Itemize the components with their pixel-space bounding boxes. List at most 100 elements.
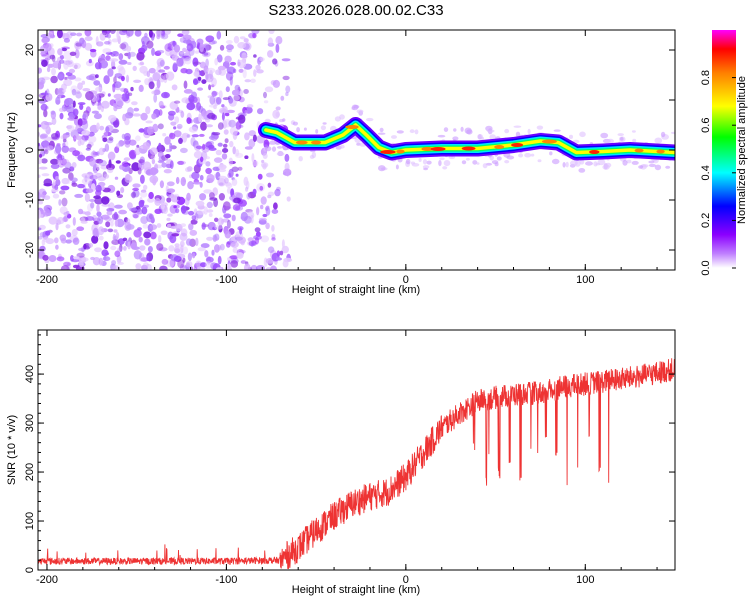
- noise-blob: [200, 156, 204, 163]
- noise-blob: [108, 136, 114, 141]
- noise-blob: [63, 261, 71, 267]
- noise-blob: [152, 72, 161, 82]
- noise-blob: [244, 79, 251, 83]
- noise-blob: [90, 202, 95, 209]
- noise-blob: [217, 65, 226, 71]
- noise-blob: [72, 62, 81, 70]
- noise-blob: [272, 58, 278, 65]
- track-halo-blob: [366, 117, 374, 122]
- track-halo-blob: [395, 164, 399, 170]
- noise-blob: [170, 225, 177, 229]
- noise-blob: [182, 257, 186, 263]
- noise-blob: [107, 39, 112, 46]
- noise-blob: [43, 195, 51, 201]
- noise-blob: [73, 256, 80, 260]
- noise-blob: [173, 255, 182, 262]
- noise-blob: [51, 54, 56, 63]
- colorbar-ticks: 0.0 0.2 0.4 0.6 0.8: [700, 70, 736, 276]
- colorbar-tick-label: 0.0: [700, 260, 712, 275]
- noise-blob: [177, 259, 185, 269]
- noise-blob: [76, 226, 85, 231]
- noise-blob: [56, 217, 65, 225]
- snr-x-tick-label: 0: [403, 574, 409, 586]
- noise-blob: [51, 133, 59, 140]
- noise-blob: [88, 243, 94, 248]
- noise-blob: [166, 188, 176, 193]
- track-halo-blob: [477, 134, 483, 140]
- noise-blob: [106, 210, 113, 216]
- noise-blob: [259, 57, 265, 62]
- noise-blob: [234, 236, 243, 241]
- noise-blob: [148, 81, 155, 90]
- noise-blob: [227, 257, 232, 262]
- noise-blob: [138, 84, 144, 92]
- noise-blob: [91, 110, 99, 114]
- noise-blob: [71, 162, 77, 168]
- noise-blob: [113, 93, 123, 99]
- noise-blob: [144, 78, 150, 86]
- spectrogram-x-tick-label: -200: [36, 274, 58, 286]
- spectrogram-x-tick-label: 100: [576, 274, 594, 286]
- noise-blob: [226, 219, 231, 229]
- colorbar-label: Normalized spectral amplitude: [736, 76, 748, 224]
- noise-blob: [163, 65, 170, 70]
- noise-blob: [138, 62, 145, 66]
- noise-blob: [215, 267, 222, 270]
- noise-blob: [139, 156, 145, 165]
- noise-blob: [263, 100, 269, 104]
- noise-blob: [123, 88, 129, 94]
- noise-blob: [224, 55, 232, 63]
- noise-blob: [195, 145, 203, 150]
- noise-blob: [74, 40, 82, 50]
- noise-blob: [185, 167, 191, 173]
- snr-y-label: SNR (10 * v/v): [6, 415, 18, 485]
- noise-blob: [109, 58, 119, 62]
- noise-blob: [174, 100, 181, 104]
- noise-blob: [214, 225, 223, 230]
- noise-blob: [119, 244, 123, 252]
- noise-blob: [274, 188, 281, 197]
- noise-blob: [59, 112, 64, 120]
- track-halo-blob: [524, 152, 532, 158]
- noise-blob: [259, 185, 264, 191]
- noise-blob: [239, 36, 246, 40]
- noise-blob: [127, 241, 131, 250]
- noise-blob: [169, 132, 176, 140]
- noise-blob: [165, 163, 172, 169]
- track-halo-blob: [271, 146, 277, 152]
- track-halo-blob: [506, 155, 515, 160]
- noise-blob: [107, 33, 111, 39]
- noise-blob: [228, 168, 234, 178]
- noise-blob: [233, 192, 241, 199]
- noise-blob: [66, 231, 72, 238]
- noise-blob: [143, 231, 152, 239]
- noise-blob: [193, 150, 203, 159]
- noise-blob: [52, 179, 57, 187]
- noise-blob: [275, 43, 280, 53]
- noise-blob: [231, 178, 238, 186]
- noise-blob: [151, 158, 156, 165]
- track-halo-blob: [631, 160, 639, 165]
- noise-blob: [197, 247, 206, 252]
- noise-blob: [233, 68, 237, 74]
- noise-blob: [197, 76, 202, 81]
- noise-blob: [224, 138, 229, 144]
- spectrogram-noise-field: [38, 30, 293, 270]
- noise-blob: [191, 252, 196, 259]
- noise-blob: [188, 126, 198, 133]
- noise-blob: [260, 235, 270, 243]
- noise-blob: [61, 177, 70, 185]
- noise-blob: [267, 246, 275, 253]
- noise-blob: [232, 146, 236, 155]
- noise-blob: [220, 243, 225, 251]
- noise-blob: [114, 204, 123, 209]
- noise-blob: [183, 89, 193, 94]
- noise-blob: [188, 96, 198, 104]
- track-halo-blob: [513, 125, 522, 128]
- noise-blob: [132, 187, 140, 191]
- noise-blob: [114, 250, 121, 258]
- noise-blob: [260, 196, 267, 205]
- noise-blob: [70, 32, 77, 36]
- noise-blob: [213, 157, 223, 163]
- noise-blob: [79, 37, 85, 45]
